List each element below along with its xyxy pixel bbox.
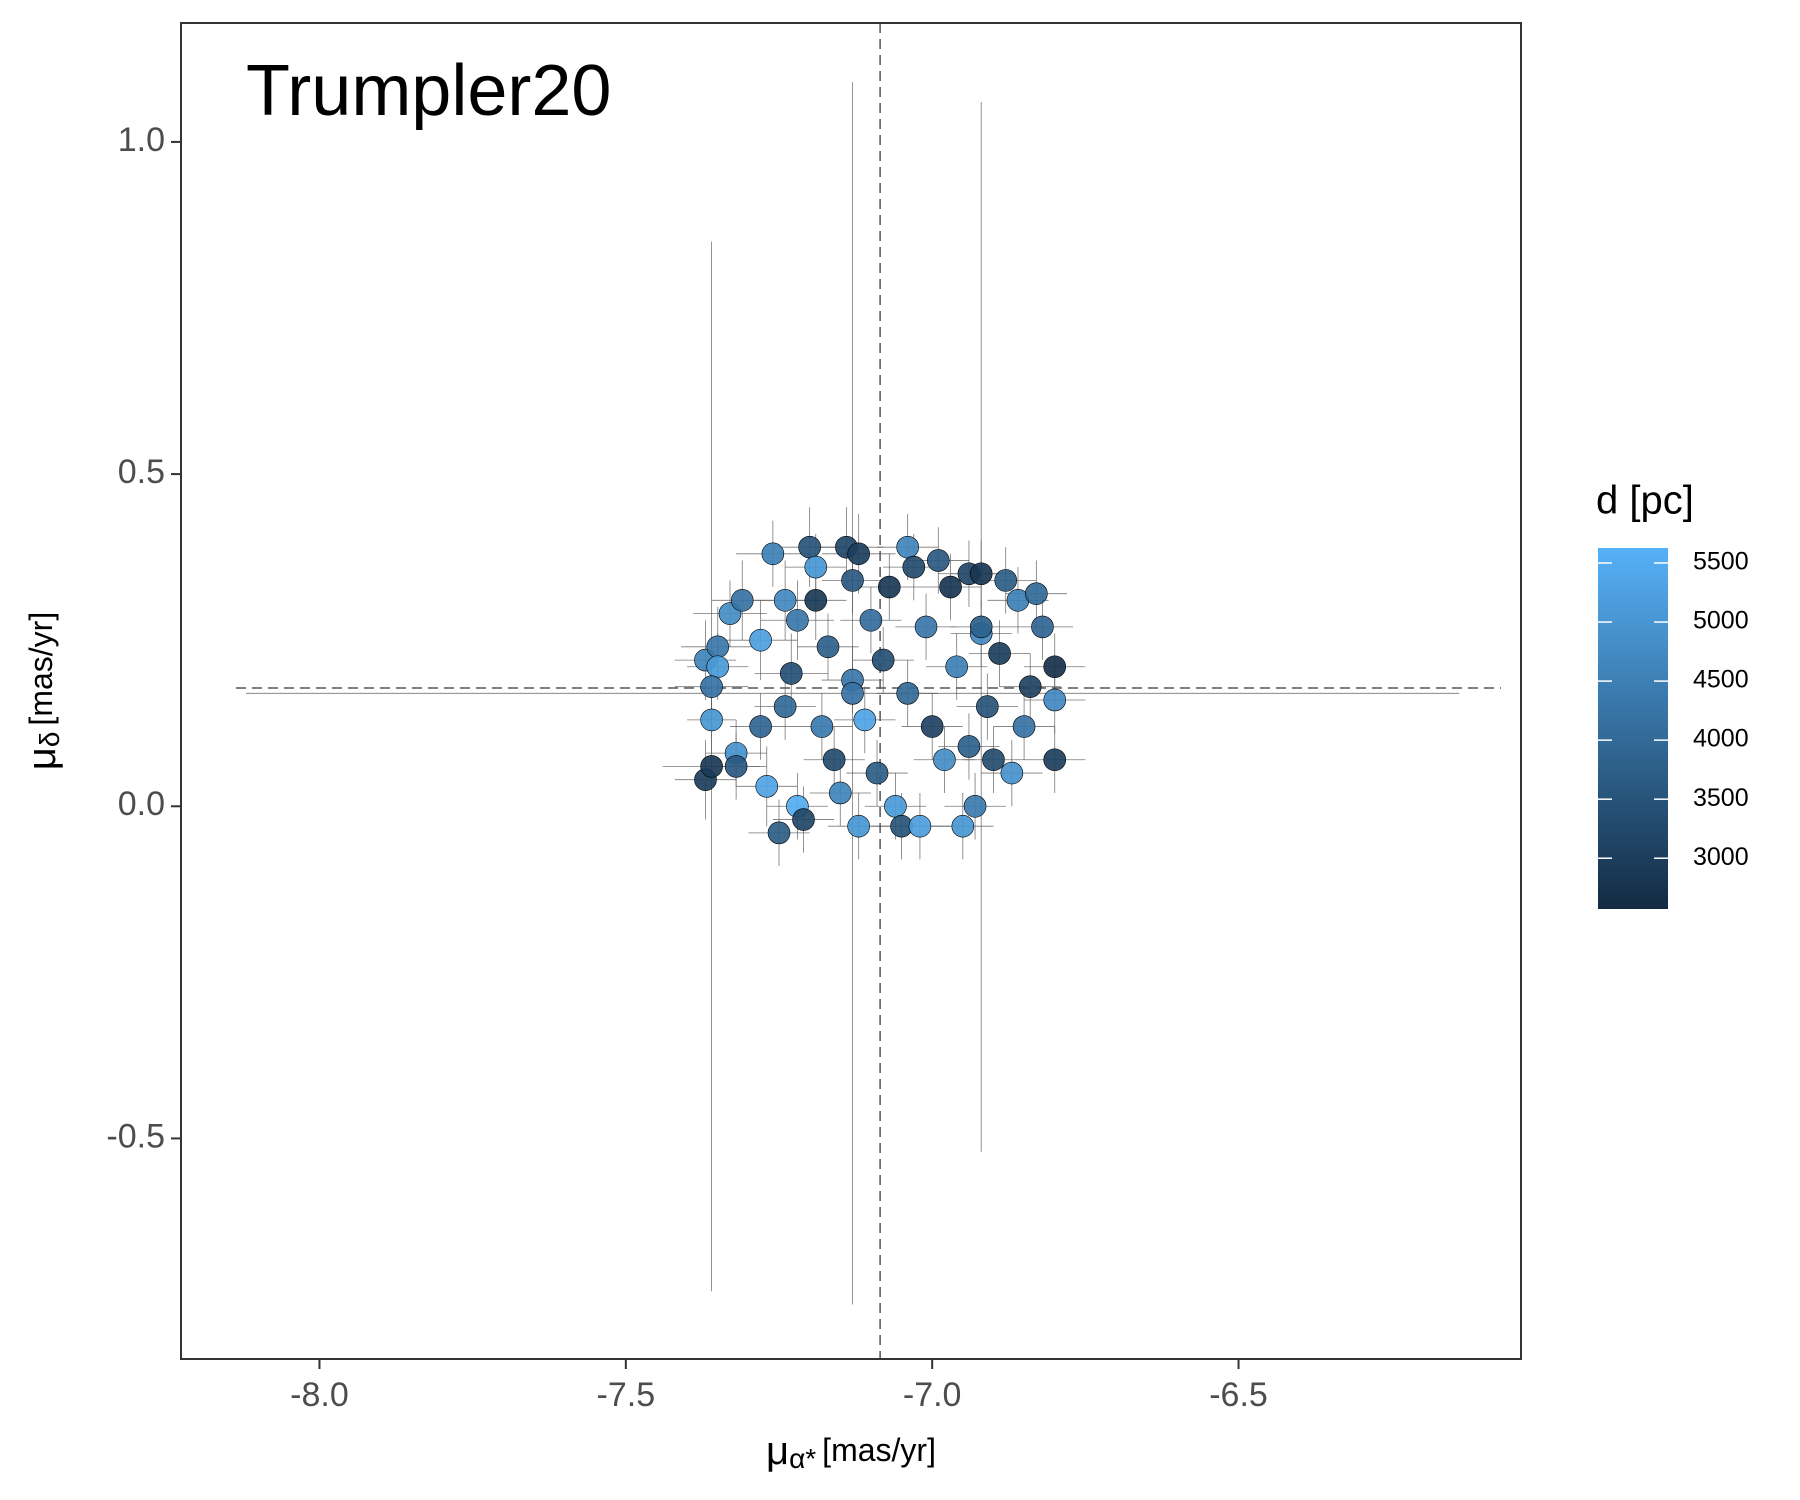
point [988, 642, 1011, 665]
point [871, 648, 895, 672]
point [920, 715, 944, 738]
x-label-unit: [mas/yr] [822, 1432, 936, 1468]
point [1018, 675, 1042, 698]
x-tick-label: -8.0 [290, 1376, 349, 1414]
point [853, 708, 877, 732]
point [841, 682, 864, 705]
point [896, 535, 919, 559]
point [822, 748, 846, 772]
point [1031, 615, 1054, 639]
point [994, 569, 1018, 592]
point [749, 628, 772, 652]
point [969, 615, 993, 639]
colorbar [1598, 548, 1668, 909]
point [798, 535, 821, 559]
point [1000, 761, 1024, 785]
y-label-sub: δ [34, 732, 65, 748]
point [792, 808, 815, 831]
plot-area [236, 23, 1501, 1359]
y-label-unit: [mas/yr] [23, 612, 59, 726]
point [804, 555, 828, 579]
point [951, 814, 975, 838]
point [957, 735, 981, 758]
point [1025, 582, 1048, 605]
colorbar-ticks: 3000 3500 4000 4500 5000 5500 [1598, 548, 1749, 871]
point [933, 748, 956, 772]
point [700, 708, 723, 732]
point [945, 655, 968, 679]
point [884, 794, 907, 818]
point [773, 695, 797, 718]
point [706, 655, 730, 679]
y-tick-label: -0.5 [106, 1117, 165, 1155]
point [755, 775, 779, 798]
point [914, 615, 938, 639]
point [963, 794, 987, 818]
point [773, 589, 797, 612]
point [779, 662, 803, 685]
point [749, 715, 772, 738]
point [767, 821, 791, 845]
point [847, 814, 870, 838]
point [761, 542, 785, 566]
point [927, 549, 950, 572]
point [816, 635, 840, 659]
x-tick-label: -6.5 [1209, 1376, 1268, 1414]
point [828, 781, 852, 805]
colorbar-tick-label: 4500 [1693, 666, 1749, 694]
point [896, 682, 919, 705]
point [1043, 655, 1067, 679]
colorbar-tick-label: 4000 [1693, 725, 1749, 753]
point [706, 635, 730, 659]
point [865, 761, 889, 785]
y-tick-label: 0.0 [118, 785, 165, 823]
point [841, 569, 864, 592]
chart-title: Trumpler20 [246, 51, 611, 131]
point [1043, 688, 1067, 712]
colorbar-tick-label: 3000 [1693, 843, 1749, 871]
point [1043, 748, 1067, 772]
x-tick-label: -7.5 [597, 1376, 656, 1414]
y-tick-label: 0.5 [118, 453, 165, 491]
colorbar-tick-label: 5000 [1693, 607, 1749, 635]
point [810, 715, 834, 738]
x-label-sub: α* [789, 1443, 816, 1474]
colorbar-tick-label: 5500 [1693, 548, 1749, 576]
point [877, 575, 901, 599]
point [859, 608, 883, 632]
point [982, 748, 1005, 772]
point [1012, 715, 1036, 738]
x-tick-label: -7.0 [903, 1376, 962, 1414]
point [908, 814, 932, 838]
point [724, 755, 748, 778]
y-label-symbol: μ [20, 747, 64, 770]
y-tick-label: 1.0 [118, 121, 165, 159]
colorbar-tick-label: 3500 [1693, 784, 1749, 812]
point [700, 675, 723, 698]
point [786, 608, 809, 632]
x-label-symbol: μ [766, 1429, 789, 1473]
point [847, 542, 870, 566]
point [902, 555, 926, 579]
x-axis-label: μα* [mas/yr] [766, 1429, 936, 1475]
y-axis-label: μδ [mas/yr] [20, 612, 66, 770]
point [804, 589, 828, 612]
colorbar-title: d [pc] [1596, 479, 1694, 523]
point [976, 695, 999, 718]
point [939, 575, 962, 599]
point [700, 755, 723, 778]
plot-border [180, 22, 1522, 1360]
point [969, 562, 993, 586]
point [730, 589, 754, 612]
